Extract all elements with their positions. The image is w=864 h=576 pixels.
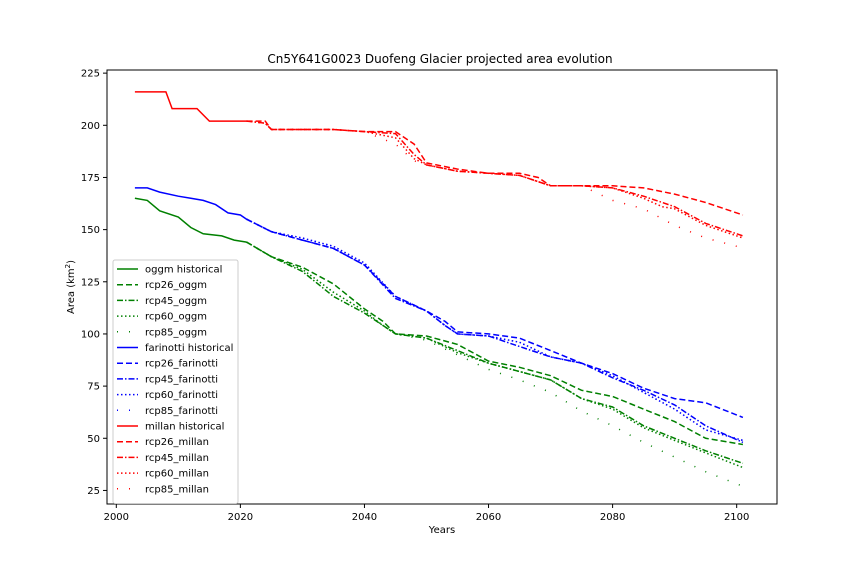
y-tick-label: 150 <box>81 225 100 236</box>
legend: oggm historical rcp26_oggm rcp45_oggm rcp60… <box>112 259 239 504</box>
x-tick-label: 2060 <box>476 512 501 523</box>
legend-label-rcp85-oggm: rcp85_oggm <box>145 327 207 338</box>
series-line-rcp26-millan <box>246 120 744 216</box>
y-tick-label: 225 <box>81 69 100 80</box>
y-axis-label: Area (km2) <box>64 260 77 314</box>
series-line-farinotti-historical <box>134 187 248 220</box>
y-tick-label: 125 <box>81 277 100 288</box>
y-tick-label: 50 <box>87 434 100 445</box>
series-line-rcp45-oggm <box>246 241 744 465</box>
x-axis-label: Years <box>428 525 455 536</box>
series-line-millan-historical <box>134 91 247 122</box>
legend-label-rcp60-oggm: rcp60_oggm <box>145 312 207 323</box>
legend-box <box>112 259 239 504</box>
legend-label-millan-historical: millan historical <box>145 422 224 433</box>
x-tick-label: 2040 <box>352 512 377 523</box>
legend-label-rcp45-oggm: rcp45_oggm <box>145 296 207 307</box>
series-line-rcp26-oggm <box>246 241 744 446</box>
legend-label-rcp45-millan: rcp45_millan <box>145 453 209 464</box>
legend-label-rcp60-farinotti: rcp60_farinotti <box>145 390 218 401</box>
legend-label-rcp85-millan: rcp85_millan <box>145 484 209 495</box>
y-tick-label: 25 <box>87 486 100 497</box>
chart-title: Cn5Y641G0023 Duofeng Glacier projected a… <box>267 52 612 66</box>
x-tick-label: 2100 <box>724 512 749 523</box>
legend-label-farinotti-historical: farinotti historical <box>145 343 233 354</box>
series-line-rcp60-millan <box>246 120 744 239</box>
plot-frame <box>106 69 778 505</box>
y-tick-label: 200 <box>81 121 100 132</box>
y-tick-label: 175 <box>81 173 100 184</box>
legend-label-oggm-historical: oggm historical <box>145 265 222 276</box>
series-line-rcp60-oggm <box>246 241 744 469</box>
legend-label-rcp85-farinotti: rcp85_farinotti <box>145 406 218 417</box>
legend-label-rcp60-millan: rcp60_millan <box>145 469 209 480</box>
y-tick-label: 100 <box>81 329 100 340</box>
x-tick-label: 2000 <box>104 512 129 523</box>
series-line-rcp26-farinotti <box>246 218 744 419</box>
series-line-rcp60-farinotti <box>246 218 744 442</box>
legend-label-rcp26-farinotti: rcp26_farinotti <box>145 359 218 370</box>
x-tick-label: 2020 <box>228 512 253 523</box>
series-line-oggm-historical <box>134 197 247 243</box>
legend-label-rcp26-millan: rcp26_millan <box>145 437 209 448</box>
x-tick-label: 2080 <box>600 512 625 523</box>
series-line-rcp45-farinotti <box>246 218 744 444</box>
y-tick-label: 75 <box>87 382 100 393</box>
legend-label-rcp26-oggm: rcp26_oggm <box>145 280 207 291</box>
legend-label-rcp45-farinotti: rcp45_farinotti <box>145 374 218 385</box>
